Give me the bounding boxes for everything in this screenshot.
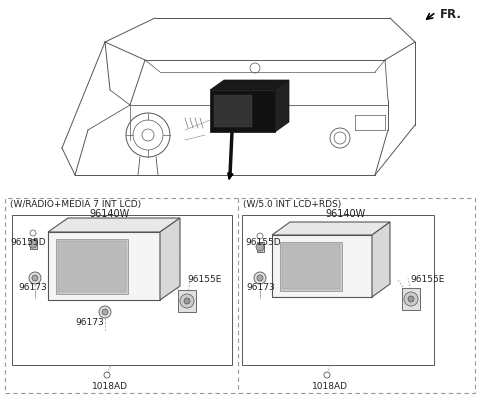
Text: 1018AD: 1018AD [312,382,348,391]
Circle shape [29,272,41,284]
Text: 96140W: 96140W [325,209,365,219]
Polygon shape [214,95,252,127]
Polygon shape [210,90,275,132]
Polygon shape [30,239,37,249]
Text: 96173: 96173 [75,318,104,327]
Bar [242,215,434,365]
Circle shape [254,272,266,284]
Circle shape [29,240,37,248]
Bar [5,198,475,393]
Text: 96140W: 96140W [90,209,130,219]
Bar [12,215,232,365]
Text: 96173: 96173 [18,283,47,292]
Circle shape [99,306,111,318]
Polygon shape [210,80,289,90]
Polygon shape [48,218,180,232]
Circle shape [257,275,263,281]
Text: (W/RADIO+MEDIA 7 INT LCD): (W/RADIO+MEDIA 7 INT LCD) [10,200,141,209]
Polygon shape [272,222,390,235]
Text: 96173: 96173 [246,283,275,292]
Polygon shape [160,218,180,300]
Polygon shape [402,288,420,310]
Text: 96155E: 96155E [187,275,221,284]
Text: 96155E: 96155E [410,275,444,284]
Polygon shape [272,235,372,297]
Polygon shape [178,290,196,312]
Text: 96155D: 96155D [10,238,46,247]
Polygon shape [257,242,264,252]
Polygon shape [275,80,289,132]
Circle shape [404,292,418,306]
Circle shape [180,294,194,308]
Text: FR.: FR. [440,8,462,21]
Polygon shape [48,232,160,300]
Text: 1018AD: 1018AD [92,382,128,391]
Polygon shape [58,241,126,292]
Circle shape [32,275,38,281]
Circle shape [408,296,414,302]
Polygon shape [56,239,128,294]
Circle shape [102,309,108,315]
Polygon shape [372,222,390,297]
Polygon shape [280,242,342,291]
Polygon shape [282,244,340,289]
Circle shape [256,243,264,251]
Text: 96155D: 96155D [245,238,281,247]
Circle shape [184,298,190,304]
Text: (W/5.0 INT LCD+RDS): (W/5.0 INT LCD+RDS) [243,200,341,209]
